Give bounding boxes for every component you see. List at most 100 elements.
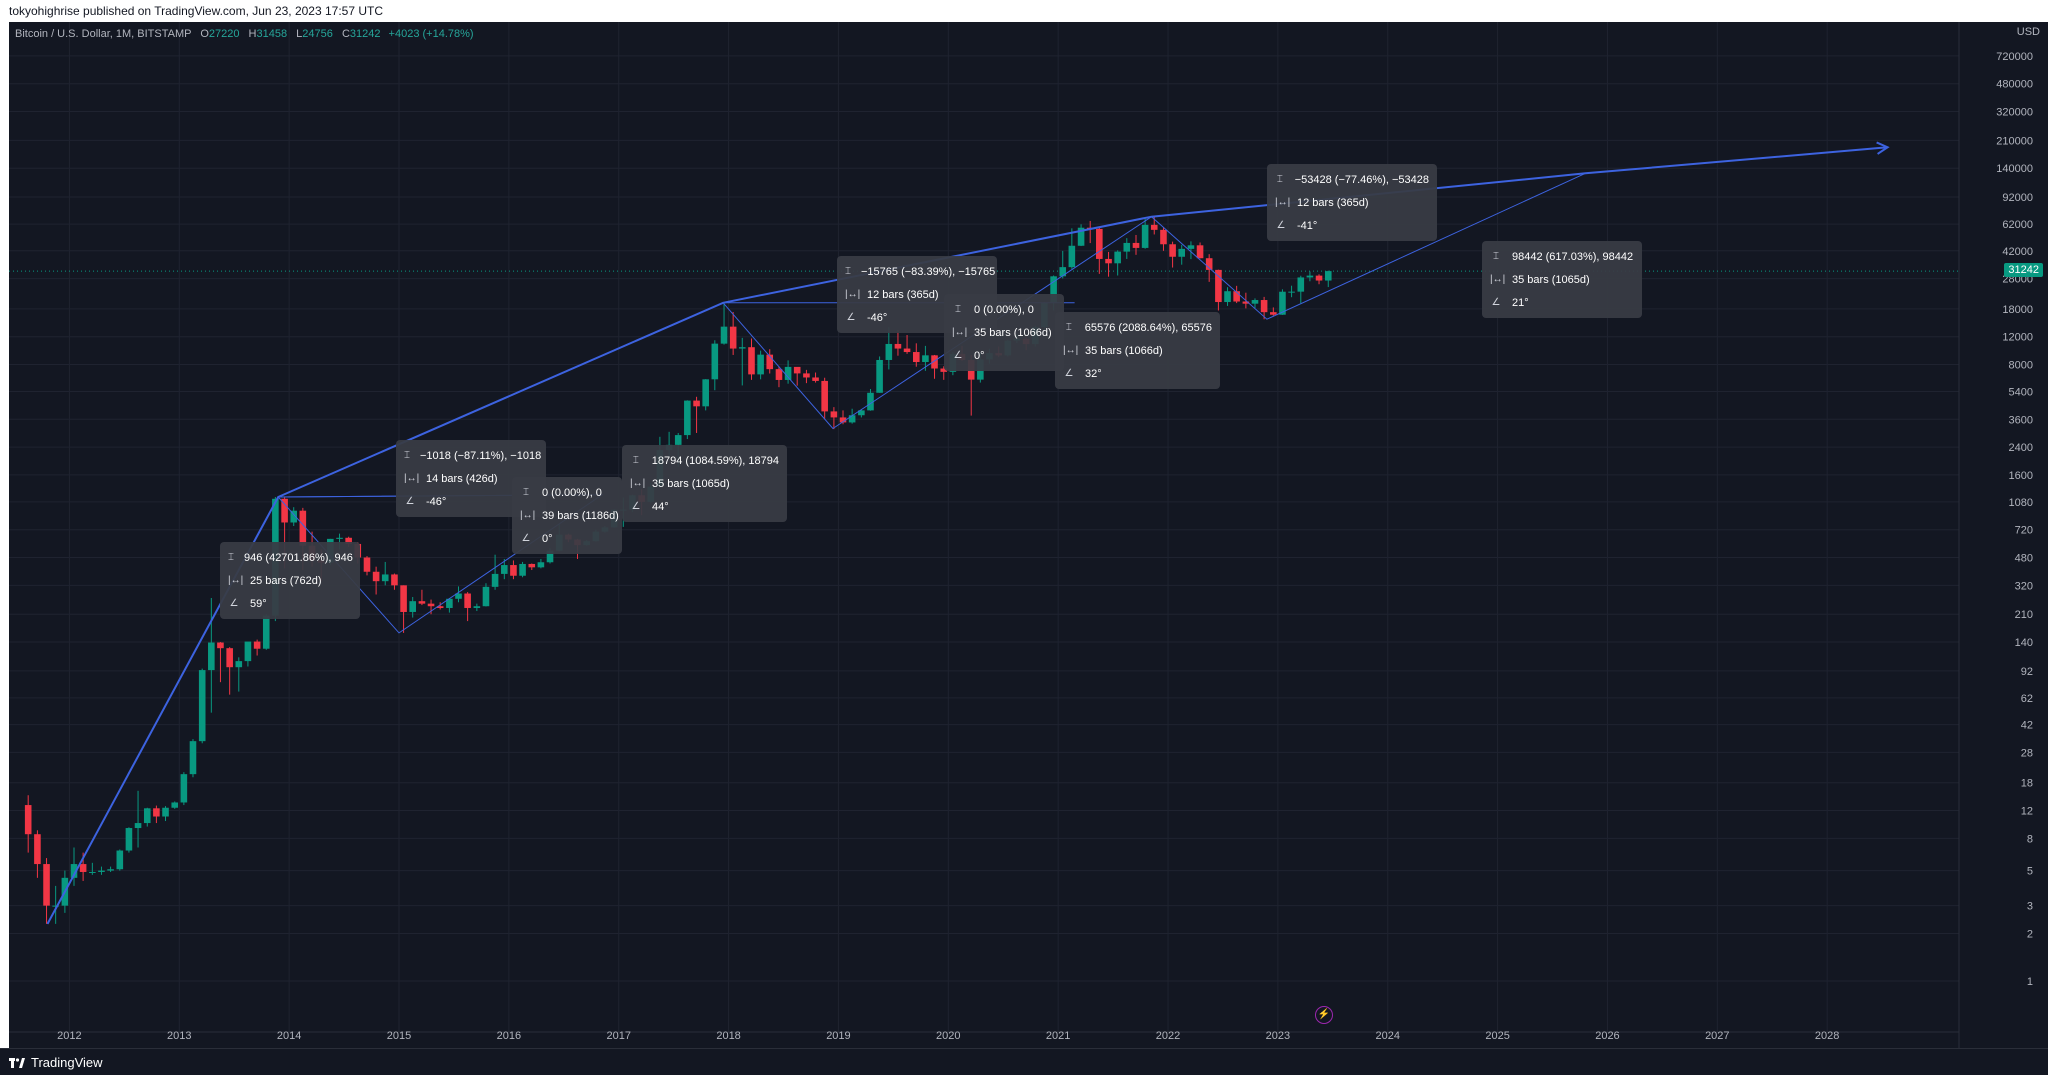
candle-body — [922, 355, 929, 363]
candle-body — [858, 410, 865, 416]
angle-icon: ∠ — [229, 598, 239, 609]
last-price-tag: 31242 — [2004, 263, 2043, 278]
candle-body — [1260, 300, 1268, 313]
candle-body — [729, 326, 737, 349]
candle — [528, 563, 536, 571]
measure-box[interactable]: ⌶ 18794 (1084.59%), 18794 |↔| 35 bars (1065… — [622, 445, 787, 522]
candle-body — [793, 366, 801, 374]
candle — [1178, 244, 1186, 265]
candle-body — [1132, 242, 1140, 248]
candle-body — [757, 354, 764, 375]
candle-body — [198, 670, 206, 742]
candle — [89, 862, 96, 875]
measure-row: ⌶ 0 (0.00%), 0 — [952, 298, 1056, 321]
candle-body — [912, 352, 920, 363]
candle — [501, 558, 508, 580]
angle-icon: ∠ — [521, 533, 531, 544]
y-tick-label: 28 — [2021, 747, 2033, 759]
candle — [363, 556, 371, 576]
candle — [1077, 224, 1085, 247]
symbol-name: Bitcoin / U.S. Dollar, 1M, BITSTAMP — [15, 28, 192, 40]
candle-body — [748, 347, 755, 375]
bars-range-icon: |↔| — [630, 478, 646, 489]
measure-box[interactable]: ⌶ 946 (42701.86%), 946 |↔| 25 bars (762d) ∠ 5… — [220, 542, 360, 619]
chart-area[interactable]: 1 2 3 5 8 12 18 28 42 62 92 140 210 320 480 720 1080 1600… — [9, 22, 2048, 1048]
candle — [830, 407, 838, 430]
candle-body — [1114, 251, 1121, 264]
candle — [793, 366, 801, 386]
measure-box[interactable]: ⌶ 0 (0.00%), 0 |↔| 35 bars (1066d) ∠ 0° — [944, 294, 1064, 371]
currency-label: USD — [2016, 26, 2040, 38]
bars-range-icon: |↔| — [404, 473, 420, 484]
candle-body — [821, 380, 828, 412]
measure-box[interactable]: ⌶ −53428 (−77.46%), −53428 |↔| 12 bars (365… — [1267, 164, 1437, 241]
bars-range-icon: |↔| — [1063, 345, 1079, 356]
x-tick-label: 2020 — [936, 1030, 960, 1042]
measure-text: 35 bars (1065d) — [1512, 273, 1590, 286]
x-tick-label: 2027 — [1705, 1030, 1729, 1042]
candle-body — [894, 343, 902, 349]
candle-body — [381, 574, 389, 582]
x-tick-label: 2012 — [57, 1030, 81, 1042]
measure-line — [1151, 172, 1586, 320]
y-tick-label: 480000 — [1996, 79, 2033, 91]
measure-line — [722, 216, 1152, 430]
y-tick-label: 2400 — [2009, 442, 2033, 454]
price-range-icon: ⌶ — [1065, 322, 1072, 333]
candle — [24, 795, 32, 853]
measure-box[interactable]: ⌶ 0 (0.00%), 0 |↔| 39 bars (1186d) ∠ 0° — [512, 477, 622, 554]
measure-row: ⌶ −15765 (−83.39%), −15765 — [845, 260, 995, 283]
y-tick-label: 62000 — [2002, 219, 2033, 231]
candle — [757, 350, 764, 380]
measure-row: ⌶ −1018 (−87.11%), −1018 — [404, 444, 542, 467]
candlestick-chart[interactable]: 1235812182842629214021032048072010801600… — [9, 22, 2048, 1048]
measure-text: 35 bars (1066d) — [974, 326, 1052, 339]
candle — [1160, 227, 1167, 251]
tradingview-brand[interactable]: TradingView — [9, 1055, 103, 1070]
candle — [244, 641, 252, 667]
candle-body — [1096, 228, 1103, 259]
candle-body — [885, 343, 893, 360]
measure-box[interactable]: ⌶ 65576 (2088.64%), 65576 |↔| 35 bars (1066… — [1055, 312, 1220, 389]
candle — [70, 847, 78, 886]
candle-body — [52, 905, 59, 907]
candle-body — [1068, 245, 1076, 268]
measure-row: ⌶ 0 (0.00%), 0 — [520, 481, 614, 504]
price-range-icon: ⌶ — [955, 304, 961, 315]
measure-text: 18794 (1084.59%), 18794 — [651, 454, 779, 467]
candle — [784, 360, 792, 384]
candle-body — [510, 565, 517, 576]
price-range-icon: ⌶ — [523, 487, 529, 498]
candle-body — [1233, 291, 1240, 302]
candle-body — [299, 510, 307, 546]
measure-text: 0 (0.00%), 0 — [974, 303, 1034, 316]
y-tick-label: 8000 — [2009, 360, 2033, 372]
candle — [748, 338, 755, 380]
angle-icon: ∠ — [405, 496, 415, 507]
measure-text: −1018 (−87.11%), −1018 — [420, 449, 542, 462]
candle-body — [427, 603, 435, 607]
candle — [473, 603, 481, 612]
measure-text: 35 bars (1066d) — [1085, 344, 1163, 357]
candle — [381, 561, 389, 586]
measure-text: 21° — [1512, 296, 1529, 309]
candle — [262, 614, 270, 650]
measure-text: 946 (42701.86%), 946 — [244, 551, 353, 564]
candle-body — [702, 379, 709, 407]
measure-box[interactable]: ⌶ 98442 (617.03%), 98442 |↔| 35 bars (1065d… — [1482, 241, 1642, 318]
candle — [171, 801, 179, 809]
candle-body — [217, 642, 224, 649]
y-tick-label: 320 — [2015, 580, 2033, 592]
candle — [1251, 298, 1259, 309]
y-tick-label: 42000 — [2002, 246, 2033, 258]
measure-text: 12 bars (365d) — [1297, 196, 1369, 209]
candle-body — [940, 368, 948, 372]
lightning-icon[interactable]: ⚡ — [1315, 1006, 1333, 1024]
candle-body — [1324, 271, 1332, 281]
candle — [1114, 250, 1121, 276]
measure-row: ∠ -41° — [1275, 214, 1429, 237]
candle-body — [162, 807, 169, 817]
y-tick-label: 12000 — [2002, 332, 2033, 344]
price-range-icon: ⌶ — [404, 450, 410, 461]
candle-body — [1215, 269, 1222, 303]
